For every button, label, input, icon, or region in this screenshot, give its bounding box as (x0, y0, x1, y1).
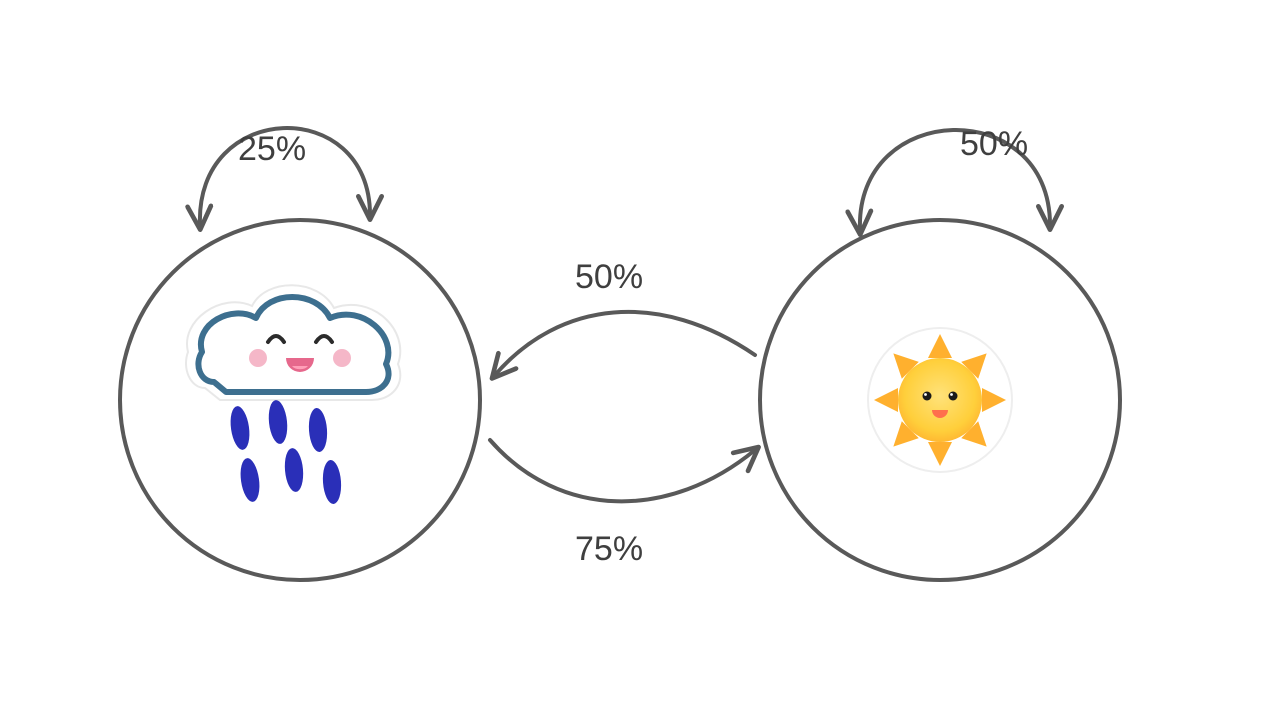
edge-sunny-to-rainy-label: 50% (575, 258, 643, 297)
sun-icon (868, 328, 1012, 472)
edge-rainy-to-sunny-label: 75% (575, 530, 643, 569)
edge-rainy-to-sunny (490, 440, 755, 501)
edge-sunny-to-rainy (495, 312, 755, 375)
self-loop-rainy-label: 25% (238, 130, 306, 169)
rain-cloud-icon (186, 285, 400, 504)
markov-diagram (0, 0, 1280, 720)
self-loop-sunny-label: 50% (960, 125, 1028, 164)
